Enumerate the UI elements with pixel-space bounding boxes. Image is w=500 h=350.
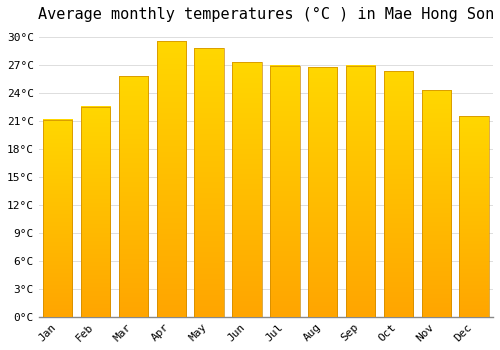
Title: Average monthly temperatures (°C ) in Mae Hong Son: Average monthly temperatures (°C ) in Ma…: [38, 7, 494, 22]
Bar: [156, 41, 186, 317]
Bar: [118, 76, 148, 317]
Bar: [270, 65, 300, 317]
Bar: [232, 62, 262, 317]
Bar: [194, 48, 224, 317]
Bar: [308, 68, 338, 317]
Bar: [460, 116, 489, 317]
Bar: [346, 65, 376, 317]
Bar: [81, 107, 110, 317]
Bar: [422, 90, 451, 317]
Bar: [384, 71, 413, 317]
Bar: [43, 120, 72, 317]
